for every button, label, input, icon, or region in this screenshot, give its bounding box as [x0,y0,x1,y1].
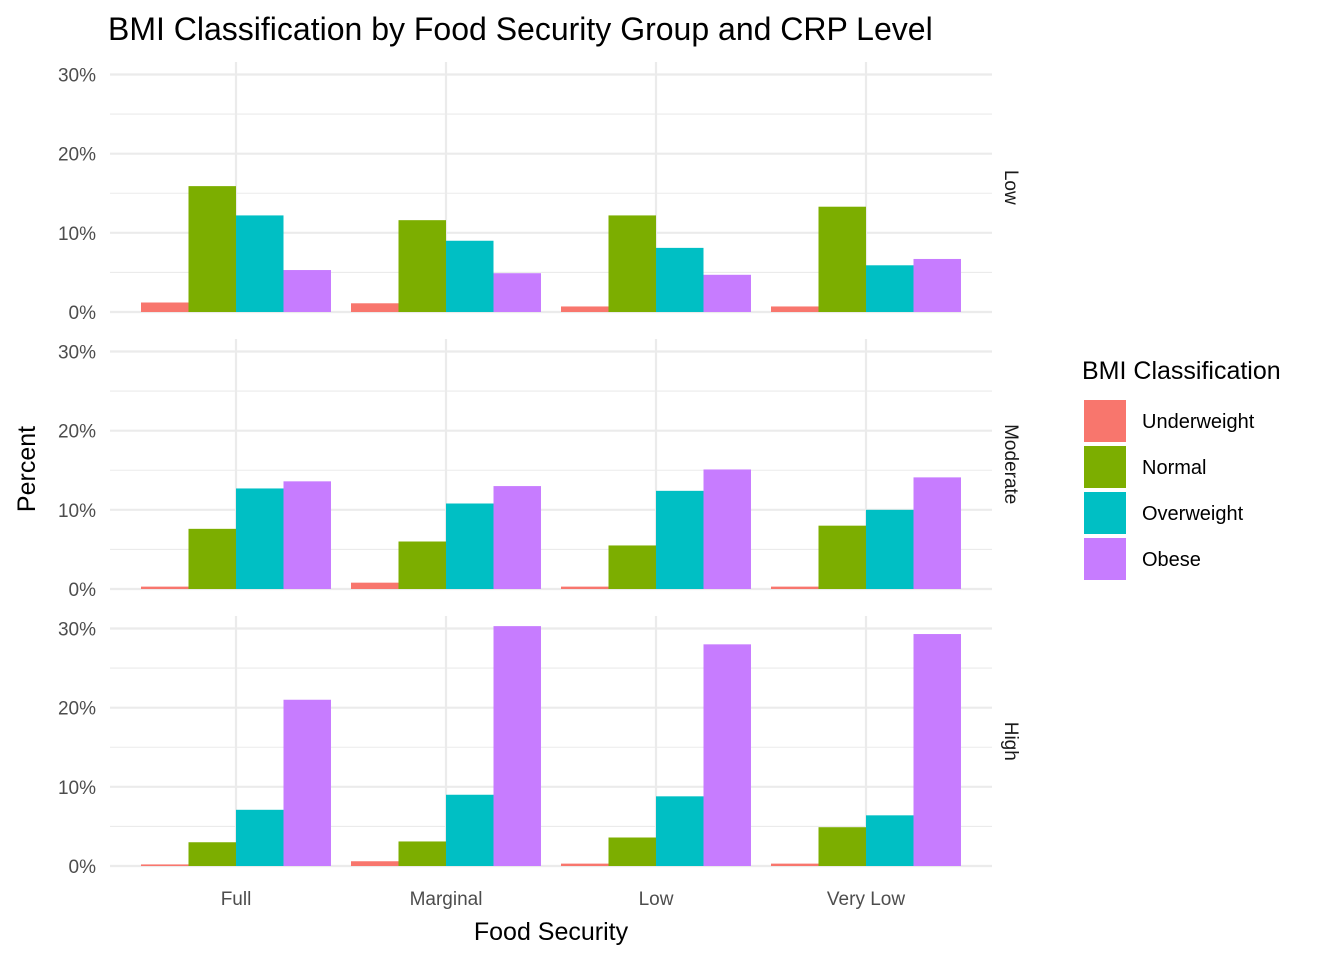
bar-overweight [656,490,704,589]
bar-obese [283,481,331,589]
y-tick-label: 10% [58,778,96,799]
facet-panels: 0% 10% 20% 30% Low 0% 10% 20% 30% Moderate 0% 10% 20… [58,62,1021,878]
legend-label: Overweight [1142,503,1244,525]
x-tick-label: Full [221,889,252,910]
legend: BMI Classification Underweight Normal Over… [1082,357,1281,580]
bar-obese [913,477,961,589]
y-tick-label: 10% [58,501,96,522]
bar-obese [703,644,751,866]
bar-underweight [771,306,819,312]
bar-overweight [656,796,704,866]
x-tick-label: Low [639,889,674,910]
bar-obese [283,270,331,312]
bar-overweight [236,809,284,866]
legend-label: Normal [1142,457,1206,479]
legend-title: BMI Classification [1082,357,1281,385]
bar-normal [188,842,236,866]
bar-obese [493,273,541,312]
x-tick-label: Marginal [410,889,483,910]
bar-normal [398,541,446,589]
bar-normal [818,827,866,866]
facet-panel-moderate: 0% 10% 20% 30% Moderate [58,339,1021,601]
bar-underweight [351,582,399,589]
bar-underweight [141,864,189,866]
y-tick-label: 30% [58,343,96,364]
legend-key-obese [1084,538,1126,580]
y-tick-label: 0% [69,303,97,324]
bar-underweight [561,306,609,312]
y-tick-label: 20% [58,145,96,166]
bar-normal [398,220,446,312]
y-tick-label: 30% [58,620,96,641]
bar-normal [398,841,446,866]
bar-underweight [141,586,189,589]
facet-strip-label: Low [1000,170,1021,205]
bar-normal [818,525,866,589]
bar-underweight [771,863,819,866]
facet-panel-high: 0% 10% 20% 30% High [58,616,1021,878]
bar-obese [493,486,541,589]
bar-overweight [236,488,284,589]
bar-overweight [446,240,494,312]
bar-underweight [561,586,609,589]
x-axis-title: Food Security [474,918,629,946]
legend-key-underweight [1084,400,1126,442]
y-tick-label: 20% [58,422,96,443]
bar-overweight [866,509,914,589]
bar-normal [608,215,656,312]
bar-obese [913,634,961,866]
bar-normal [818,206,866,312]
bar-underweight [351,303,399,312]
facet-strip-label: Moderate [1000,424,1021,504]
bar-normal [608,837,656,866]
legend-label: Obese [1142,549,1201,571]
bar-obese [283,699,331,866]
bar-overweight [656,247,704,312]
bar-underweight [561,863,609,866]
facet-panel-low: 0% 10% 20% 30% Low [58,62,1021,324]
bar-obese [703,469,751,589]
chart-title: BMI Classification by Food Security Grou… [108,11,933,47]
bar-normal [188,186,236,312]
bar-underweight [771,586,819,589]
legend-label: Underweight [1142,411,1255,433]
bar-obese [493,626,541,866]
y-tick-label: 0% [69,580,97,601]
bar-obese [703,274,751,312]
bar-overweight [446,503,494,589]
bar-underweight [141,302,189,312]
bar-overweight [866,265,914,312]
legend-key-normal [1084,446,1126,488]
bar-obese [913,258,961,312]
bar-overweight [446,794,494,866]
bar-underweight [351,861,399,866]
bar-normal [188,528,236,589]
x-axis-ticks: Full Marginal Low Very Low [221,889,906,910]
y-tick-label: 0% [69,857,97,878]
y-tick-label: 10% [58,224,96,245]
legend-key-overweight [1084,492,1126,534]
facet-strip-label: High [1000,722,1021,761]
bar-overweight [866,815,914,866]
y-axis-title: Percent [13,426,41,512]
y-tick-label: 30% [58,66,96,87]
x-tick-label: Very Low [827,889,905,910]
y-tick-label: 20% [58,699,96,720]
bar-overweight [236,215,284,312]
bar-normal [608,545,656,589]
